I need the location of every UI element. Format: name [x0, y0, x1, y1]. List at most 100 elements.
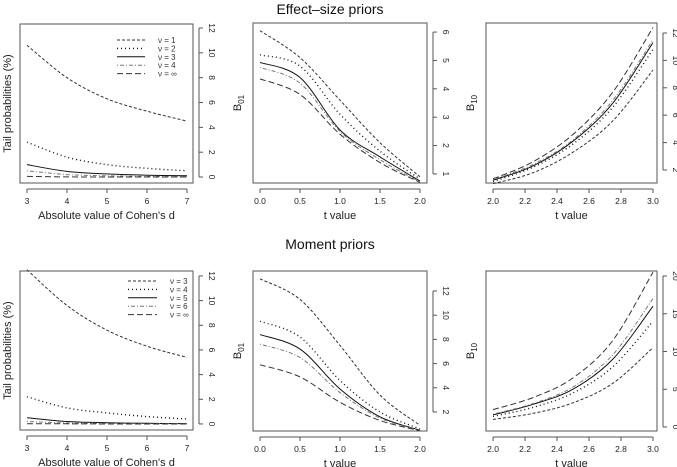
series-line-2: [26, 164, 188, 177]
y-tick-label: 8: [671, 85, 677, 90]
x-tick-label: 0.0: [254, 196, 266, 206]
y-axis-label: B01: [232, 94, 246, 111]
series-line-1: [492, 48, 654, 183]
legend-label: ν = 3: [170, 277, 188, 286]
plot-frame: [19, 270, 194, 431]
series-line-0: [492, 69, 654, 185]
plot-frame: [252, 22, 428, 184]
series-line-0: [259, 30, 421, 178]
x-tick-label: 2.0: [414, 444, 426, 454]
x-tick-label: 2.4: [551, 196, 563, 206]
series-line-2: [492, 305, 654, 416]
y-tick-label: 10: [441, 310, 451, 320]
series-line-0: [259, 278, 421, 426]
y-axis-label: Tail probabilities (%): [2, 301, 14, 399]
y-axis-label-subscript: 01: [237, 342, 246, 351]
series-line-3: [492, 39, 654, 181]
y-tick-label: 6: [671, 113, 677, 118]
x-tick-label: 2.8: [615, 196, 627, 206]
plot-frame: [485, 22, 658, 184]
y-tick-label: 0: [207, 175, 217, 180]
y-axis-label-subscript: 01: [237, 94, 246, 103]
series-line-0: [26, 44, 188, 122]
series-line-1: [259, 54, 421, 180]
x-tick-label: 3: [25, 443, 30, 453]
y-tick-label: 10: [671, 347, 677, 357]
x-axis-label: Absolute value of Cohen's d: [38, 210, 175, 222]
legend-label: ν = 6: [170, 302, 188, 311]
series-line-3: [26, 170, 188, 178]
series-line-4: [259, 364, 421, 432]
x-tick-label: 3.0: [647, 196, 659, 206]
series-line-3: [492, 298, 654, 415]
plot-frame: [485, 270, 658, 432]
y-tick-label: 0: [207, 422, 217, 427]
series-line-2: [492, 42, 654, 181]
y-axis-label-subscript: 10: [470, 94, 479, 103]
legend: ν = 1ν = 2ν = 3ν = 4ν = ∞: [117, 36, 177, 79]
x-tick-label: 1.5: [374, 444, 386, 454]
legend-label: ν = 4: [158, 61, 176, 70]
x-tick-label: 3.0: [647, 444, 659, 454]
x-tick-label: 1.5: [374, 196, 386, 206]
x-tick-label: 2.0: [487, 196, 499, 206]
x-tick-label: 6: [145, 196, 150, 206]
row-title: Effect–size priors: [276, 1, 383, 17]
y-tick-label: 2: [207, 150, 217, 155]
y-tick-label: 4: [207, 372, 217, 377]
x-axis-label: t value: [555, 458, 587, 467]
y-tick-label: 0: [671, 425, 677, 430]
y-axis-label-main: B: [232, 104, 244, 111]
x-tick-label: 7: [185, 196, 190, 206]
y-tick-label: 6: [207, 100, 217, 105]
legend: ν = 3ν = 4ν = 5ν = 6ν = ∞: [128, 277, 189, 320]
y-tick-label: 2: [207, 397, 217, 402]
x-tick-label: 2.8: [615, 444, 627, 454]
y-axis-label-subscript: 10: [470, 342, 479, 351]
x-tick-label: 3: [25, 196, 30, 206]
y-axis-label: B10: [465, 94, 479, 111]
x-tick-label: 2.6: [583, 196, 595, 206]
series-line-2: [259, 61, 421, 182]
y-tick-label: 4: [441, 385, 451, 390]
y-tick-label: 8: [441, 337, 451, 342]
plot-frame: [252, 270, 428, 432]
y-tick-label: 2: [441, 143, 451, 148]
panel-3: 3 4 5 6 7 0 2 4 6 8 10 12 Absolute value of Cohen's …: [2, 269, 217, 467]
y-tick-label: 12: [207, 23, 217, 33]
legend-label: ν = 3: [158, 53, 176, 62]
x-axis-label: t value: [324, 210, 356, 222]
y-tick-label: 10: [207, 296, 217, 306]
x-tick-label: 4: [65, 443, 70, 453]
x-axis-label: t value: [555, 210, 587, 222]
y-axis-label-main: B: [232, 352, 244, 359]
y-tick-label: 6: [441, 361, 451, 366]
y-axis-label-main: B: [465, 104, 477, 111]
x-tick-label: 1.0: [334, 444, 346, 454]
y-tick-label: 12: [671, 28, 677, 38]
series-line-0: [26, 269, 188, 358]
y-tick-label: 10: [207, 48, 217, 58]
legend-label: ν = ∞: [170, 311, 189, 320]
x-tick-label: 4: [65, 196, 70, 206]
y-axis-label: Tail probabilities (%): [2, 54, 14, 152]
y-axis-label: B01: [232, 342, 246, 359]
series-line-3: [259, 67, 421, 183]
y-tick-label: 15: [671, 309, 677, 319]
y-tick-label: 12: [207, 271, 217, 281]
y-tick-label: 2: [671, 168, 677, 173]
series-line-3: [26, 420, 188, 425]
panel-4: 0.0 0.5 1.0 1.5 2.0 2 4 6 8 10 12 t value B01: [232, 270, 451, 467]
plot-frame: [19, 23, 194, 184]
legend-label: ν = 2: [158, 44, 176, 53]
x-axis-label: t value: [324, 458, 356, 467]
y-tick-label: 4: [671, 140, 677, 145]
series-line-2: [259, 334, 421, 431]
y-tick-label: 3: [441, 115, 451, 120]
x-tick-label: 5: [105, 196, 110, 206]
y-tick-label: 5: [671, 387, 677, 392]
legend-label: ν = 5: [170, 294, 188, 303]
